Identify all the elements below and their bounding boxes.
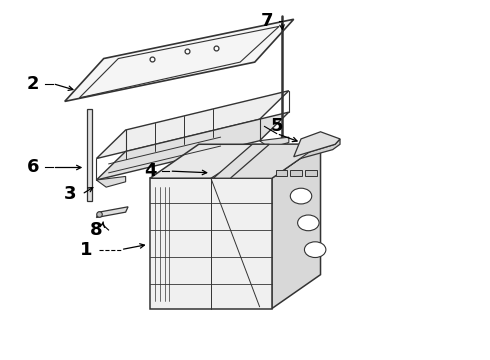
Polygon shape: [260, 137, 289, 148]
FancyBboxPatch shape: [276, 170, 288, 176]
Circle shape: [290, 188, 312, 204]
Polygon shape: [272, 144, 320, 309]
Text: 2: 2: [27, 75, 39, 93]
Text: 7: 7: [261, 12, 273, 30]
Polygon shape: [150, 144, 320, 178]
Text: 8: 8: [90, 221, 103, 239]
Text: 4: 4: [144, 162, 156, 180]
Polygon shape: [97, 91, 289, 158]
Text: 5: 5: [270, 117, 283, 135]
Circle shape: [297, 215, 319, 231]
FancyBboxPatch shape: [305, 170, 317, 176]
Polygon shape: [294, 139, 340, 160]
Polygon shape: [213, 144, 270, 178]
Polygon shape: [150, 178, 272, 309]
Text: 3: 3: [63, 185, 76, 203]
Circle shape: [304, 242, 326, 257]
Polygon shape: [65, 19, 294, 102]
FancyBboxPatch shape: [290, 170, 302, 176]
Polygon shape: [211, 144, 320, 178]
Polygon shape: [97, 176, 125, 187]
Polygon shape: [294, 132, 340, 157]
Polygon shape: [87, 109, 92, 202]
Text: 6: 6: [27, 158, 39, 176]
Polygon shape: [97, 207, 128, 217]
Text: 1: 1: [80, 240, 93, 258]
Polygon shape: [97, 112, 289, 180]
